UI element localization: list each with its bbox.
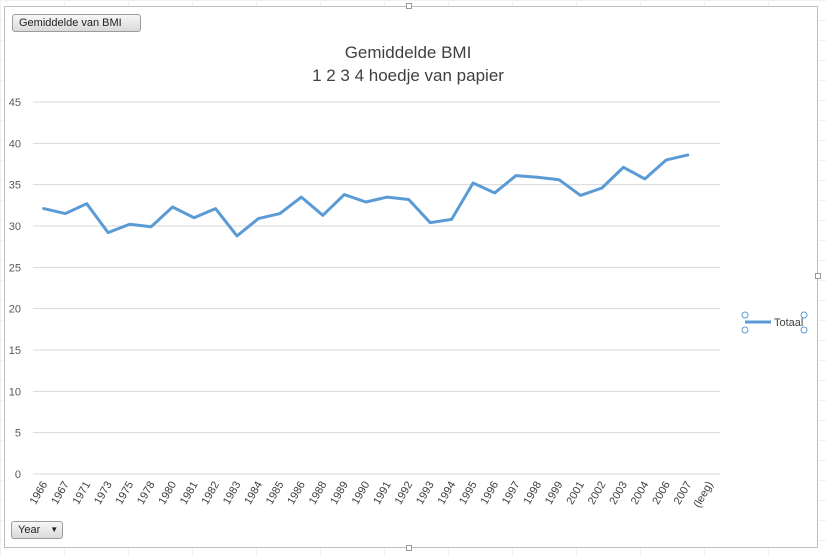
chart-object[interactable] <box>4 6 818 548</box>
legend-selection-handle[interactable] <box>800 311 808 319</box>
x-tick-label: 1993 <box>414 480 437 507</box>
x-tick-label: 2004 <box>629 480 652 507</box>
y-tick-label: 30 <box>9 221 21 233</box>
legend-label: Totaal <box>774 317 803 329</box>
chart-subtitle: 1 2 3 4 hoedje van papier <box>312 66 504 85</box>
x-tick-label: 1971 <box>71 480 94 507</box>
value-field-label: Gemiddelde van BMI <box>19 17 122 29</box>
y-tick-label: 0 <box>15 469 21 481</box>
legend[interactable]: Totaal <box>741 311 808 334</box>
y-tick-label: 35 <box>9 180 21 192</box>
chart-title: Gemiddelde BMI <box>345 43 472 62</box>
x-tick-label: 1988 <box>307 480 330 507</box>
series-lines <box>42 153 690 238</box>
x-tick-label: 1982 <box>199 480 222 507</box>
axis-field-label: Year <box>18 524 41 536</box>
x-tick-label: 1978 <box>135 480 158 507</box>
resize-handle-right[interactable] <box>815 273 821 279</box>
x-tick-label: 1975 <box>114 480 137 507</box>
x-tick-label: 1966 <box>28 480 51 507</box>
x-tick-label: (leeg) <box>691 480 715 510</box>
legend-selection-handle[interactable] <box>741 311 749 319</box>
x-tick-label: 1998 <box>521 480 544 507</box>
x-tick-label: 1997 <box>500 480 523 507</box>
x-tick-label: 1989 <box>328 480 351 507</box>
x-tick-label: 2002 <box>586 480 609 507</box>
y-axis-tick-labels: 0 5 10 15 20 25 30 35 40 45 <box>9 97 21 481</box>
triangle-down-icon[interactable]: ▼ <box>50 525 59 535</box>
resize-handle-bottom[interactable] <box>406 545 412 551</box>
x-tick-label: 1985 <box>264 480 287 507</box>
x-tick-label: 1980 <box>157 480 180 507</box>
y-tick-label: 45 <box>9 97 21 109</box>
axis-field-button[interactable]: Year ▼ <box>11 521 63 539</box>
x-tick-label: 1994 <box>436 480 459 507</box>
gridlines <box>33 101 720 475</box>
x-tick-label: 1996 <box>479 480 502 507</box>
x-tick-label: 2006 <box>650 480 673 507</box>
x-tick-label: 1984 <box>242 480 265 507</box>
x-tick-label: 1999 <box>543 480 566 507</box>
x-tick-label: 1991 <box>371 480 394 507</box>
y-tick-label: 40 <box>9 138 21 150</box>
y-tick-label: 5 <box>15 428 21 440</box>
legend-selection-handle[interactable] <box>800 326 808 334</box>
y-tick-label: 25 <box>9 262 21 274</box>
resize-handle-top[interactable] <box>406 3 412 9</box>
x-tick-label: 1981 <box>178 480 201 507</box>
x-tick-label: 1990 <box>350 480 373 507</box>
value-field-button[interactable]: Gemiddelde van BMI <box>12 14 141 32</box>
x-tick-label: 1995 <box>457 480 480 507</box>
x-tick-label: 2001 <box>564 480 587 507</box>
x-tick-label: 1983 <box>221 480 244 507</box>
x-tick-label: 1986 <box>285 480 308 507</box>
y-tick-label: 10 <box>9 386 21 398</box>
x-tick-label: 2003 <box>607 480 630 507</box>
y-tick-label: 20 <box>9 304 21 316</box>
y-tick-label: 15 <box>9 345 21 357</box>
x-tick-label: 1967 <box>49 480 72 507</box>
series-line-totaal[interactable] <box>42 153 690 238</box>
legend-selection-handle[interactable] <box>741 326 749 334</box>
x-tick-label: 1973 <box>92 480 115 507</box>
x-tick-label: 1992 <box>393 480 416 507</box>
x-axis-tick-labels: 1966196719711973197519781980198119821983… <box>28 480 716 510</box>
